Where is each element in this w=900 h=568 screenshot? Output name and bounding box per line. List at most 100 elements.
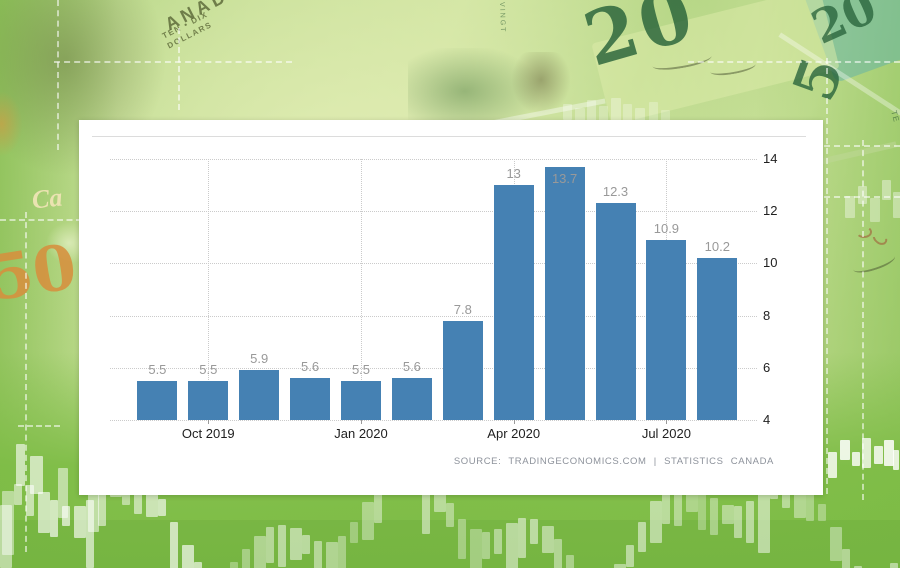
orange-bill-edge-blob [0, 92, 22, 156]
candlestick [884, 440, 894, 466]
bar-sep-2019[interactable] [137, 380, 178, 420]
gridline-h-8 [110, 315, 757, 317]
x-axis-label-jan-2020: Jan 2020 [334, 426, 388, 441]
candlestick [830, 527, 842, 562]
bill-red-mark [870, 228, 890, 248]
signature-squiggle [850, 249, 898, 277]
candlestick [482, 532, 490, 559]
bar-value-label-apr-2020: 13 [506, 165, 521, 181]
gridline-h-14 [110, 158, 757, 160]
bar-aug-2020[interactable] [697, 258, 738, 420]
candlestick [870, 198, 880, 222]
bill-numeral-50: 50 [0, 229, 82, 316]
bar-nov-2019[interactable] [239, 370, 280, 420]
candlestick [470, 529, 482, 568]
y-axis-label-8: 8 [763, 307, 771, 323]
gridline-v-jan-2020 [361, 158, 362, 420]
candlestick [828, 452, 837, 478]
bar-jan-2020[interactable] [341, 380, 381, 420]
candlestick [494, 528, 502, 555]
candlestick [518, 518, 526, 559]
candlestick [194, 562, 202, 568]
candlestick [746, 500, 754, 543]
candlestick [845, 196, 855, 218]
candlestick [854, 566, 862, 568]
bar-feb-2020[interactable] [391, 378, 432, 420]
bar-value-label-nov-2019: 5.9 [250, 351, 269, 367]
dashed-gridline-h [0, 219, 82, 221]
bar-value-label-jul-2020: 10.9 [653, 220, 680, 236]
source-attribution: SOURCE: TRADINGECONOMICS.COM | STATISTIC… [453, 456, 774, 467]
bar-jul-2020[interactable] [646, 239, 687, 420]
candlestick [338, 535, 346, 568]
candlestick [566, 555, 574, 568]
candlestick [230, 562, 238, 568]
y-axis-label-12: 12 [763, 203, 778, 219]
candlestick [506, 522, 518, 568]
bar-value-label-aug-2020: 10.2 [704, 239, 730, 255]
bar-mar-2020[interactable] [442, 320, 483, 420]
y-axis-label-6: 6 [763, 359, 771, 375]
candlestick [350, 521, 358, 543]
dashed-gridline-v [57, 0, 59, 150]
candlestick [542, 526, 554, 553]
candlestick [890, 563, 898, 568]
candlestick [314, 540, 322, 568]
candlestick [734, 505, 742, 538]
dashed-gridline-h [824, 145, 900, 147]
x-axis-tick [208, 420, 210, 424]
x-axis-tick [361, 420, 362, 424]
candlestick [882, 180, 891, 200]
dashed-gridline-v [826, 58, 828, 494]
candlestick [614, 564, 626, 568]
bill-vingt-text: VINGT [498, 2, 507, 34]
bar-value-label-jan-2020: 5.5 [351, 361, 371, 377]
bar-value-label-mar-2020: 7.8 [453, 301, 472, 317]
x-axis-tick [666, 420, 668, 424]
candlestick [650, 501, 662, 543]
candlestick [362, 502, 374, 540]
x-axis-label-oct-2019: Oct 2019 [181, 426, 235, 441]
bar-dec-2019[interactable] [290, 378, 331, 420]
candlestick [458, 519, 466, 559]
bar-value-label-dec-2019: 5.6 [301, 359, 320, 375]
candlestick [98, 489, 106, 527]
candlestick [626, 544, 634, 568]
bar-jun-2020[interactable] [595, 203, 636, 420]
candlestick [662, 486, 670, 524]
candlestick [661, 110, 670, 126]
candlestick [649, 102, 658, 122]
candlestick [698, 488, 706, 531]
candlestick [852, 452, 860, 466]
candlestick [893, 192, 900, 218]
y-axis-label-14: 14 [763, 150, 778, 166]
bar-apr-2020[interactable] [493, 184, 534, 420]
candlestick [182, 544, 194, 568]
dashed-gridline-h [824, 196, 900, 198]
bill-canada-script: Ca [30, 182, 64, 215]
dashed-gridline-h [54, 61, 292, 63]
candlestick [254, 536, 266, 568]
candlestick [422, 466, 430, 534]
bill-numeral-5: 5 [779, 48, 858, 110]
candlestick [611, 98, 621, 122]
candlestick [840, 440, 850, 460]
candlestick [278, 524, 286, 567]
bar-oct-2019[interactable] [188, 380, 229, 420]
candlestick [893, 450, 899, 470]
candlestick [30, 456, 43, 494]
candlestick [862, 438, 871, 468]
gridline-h-10 [110, 263, 757, 265]
gridline-h-6 [110, 367, 757, 369]
candlestick [74, 506, 86, 538]
candlestick [242, 549, 250, 568]
candlestick [554, 539, 562, 568]
candlestick [623, 104, 632, 122]
bar-value-label-feb-2020: 5.6 [402, 359, 421, 375]
bar-may-2020[interactable] [544, 166, 585, 420]
candlestick [26, 485, 34, 516]
gridline-h-4 [110, 420, 757, 421]
candlestick [14, 483, 22, 506]
candlestick [446, 503, 454, 528]
candlestick [16, 444, 25, 486]
